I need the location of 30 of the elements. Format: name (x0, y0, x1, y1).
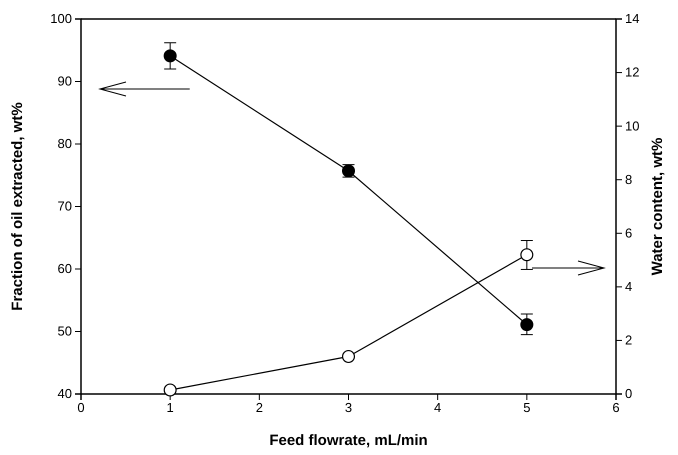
y-tick-label: 80 (58, 136, 72, 152)
x-tick-label: 2 (256, 400, 263, 416)
y-tick-label: 70 (58, 198, 72, 214)
y2-tick-label: 4 (625, 279, 632, 294)
x-tick-label: 3 (344, 400, 352, 416)
x-tick-label: 1 (166, 400, 174, 416)
y-tick-label: 90 (58, 74, 72, 89)
y-tick-label: 100 (50, 11, 72, 26)
y2-tick-label: 6 (625, 225, 632, 240)
x-tick-label: 5 (523, 400, 530, 416)
x-tick-label: 0 (77, 400, 85, 416)
point (164, 383, 177, 396)
y2-tick-label: 10 (625, 118, 640, 134)
x-axis-title: Feed flowrate, mL/min (269, 432, 428, 449)
point (520, 248, 534, 262)
y-tick-label: 60 (58, 261, 72, 276)
y2-tick-label: 12 (625, 64, 640, 80)
y-tick-label: 50 (58, 324, 72, 339)
x-tick-label: 4 (434, 400, 442, 416)
y2-tick-label: 8 (625, 172, 632, 187)
y2-tick-label: 0 (625, 386, 632, 402)
y-axis-title: Fraction of oil extracted, wt% (9, 102, 26, 311)
point (164, 49, 177, 62)
y-tick-label: 40 (58, 386, 72, 402)
point (520, 318, 534, 332)
y2-tick-label: 14 (625, 11, 640, 26)
point (342, 350, 356, 364)
x-tick-label: 6 (612, 400, 620, 416)
y2-tick-label: 2 (625, 332, 632, 348)
y2-axis-title: Water content, wt% (649, 138, 666, 276)
